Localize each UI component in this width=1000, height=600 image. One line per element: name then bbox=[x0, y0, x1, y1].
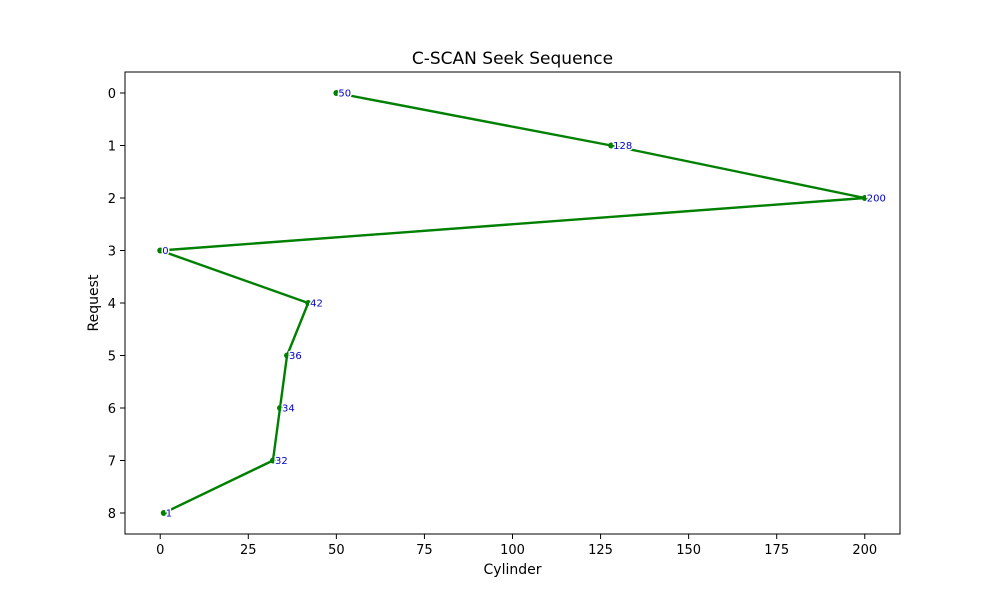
y-tick-label: 0 bbox=[108, 87, 116, 102]
data-point-marker bbox=[157, 247, 164, 254]
data-point-marker bbox=[861, 195, 868, 201]
y-tick-label: 7 bbox=[108, 455, 116, 470]
x-tick-label: 75 bbox=[416, 543, 433, 558]
y-tick-label: 2 bbox=[108, 192, 116, 207]
y-tick-label: 4 bbox=[108, 297, 116, 312]
x-tick-label: 25 bbox=[240, 543, 257, 558]
data-point-label: 42 bbox=[310, 299, 323, 310]
x-axis-title: Cylinder bbox=[484, 562, 542, 578]
data-point-marker bbox=[269, 457, 276, 464]
plot-layer: 50 128 200 0 42 36 34 32 1 bbox=[157, 87, 887, 521]
y-tick-label: 5 bbox=[108, 350, 116, 365]
data-point-label: 32 bbox=[275, 456, 288, 467]
data-point-marker bbox=[333, 90, 340, 96]
seek-sequence-line bbox=[159, 91, 866, 515]
data-point-label: 34 bbox=[282, 404, 295, 415]
x-tick-label: 150 bbox=[676, 543, 701, 558]
data-point-label: 128 bbox=[613, 141, 632, 152]
y-axis-title: Request bbox=[86, 274, 102, 331]
data-point-label: 200 bbox=[867, 194, 886, 205]
y-tick-label: 8 bbox=[108, 507, 116, 522]
x-tick-label: 175 bbox=[764, 543, 789, 558]
x-tick-label: 50 bbox=[328, 543, 345, 558]
y-tick-label: 1 bbox=[108, 140, 116, 155]
data-point-marker bbox=[277, 405, 283, 411]
data-point-marker bbox=[305, 300, 312, 306]
data-point-marker bbox=[160, 510, 167, 516]
data-point-marker bbox=[608, 142, 615, 149]
x-tick-label: 0 bbox=[156, 543, 164, 558]
y-tick-label: 6 bbox=[108, 402, 116, 417]
data-point-label: 1 bbox=[166, 509, 172, 520]
chart-title: C-SCAN Seek Sequence bbox=[412, 49, 613, 69]
x-tick-label: 100 bbox=[500, 543, 525, 558]
data-point-label: 50 bbox=[338, 89, 351, 100]
data-point-label: 0 bbox=[162, 246, 168, 257]
plot-frame bbox=[124, 71, 901, 535]
data-point-marker bbox=[284, 352, 291, 359]
x-tick-label: 125 bbox=[588, 543, 613, 558]
x-tick-label: 200 bbox=[852, 543, 877, 558]
data-point-label: 36 bbox=[289, 351, 302, 362]
y-tick-label: 3 bbox=[108, 245, 116, 260]
